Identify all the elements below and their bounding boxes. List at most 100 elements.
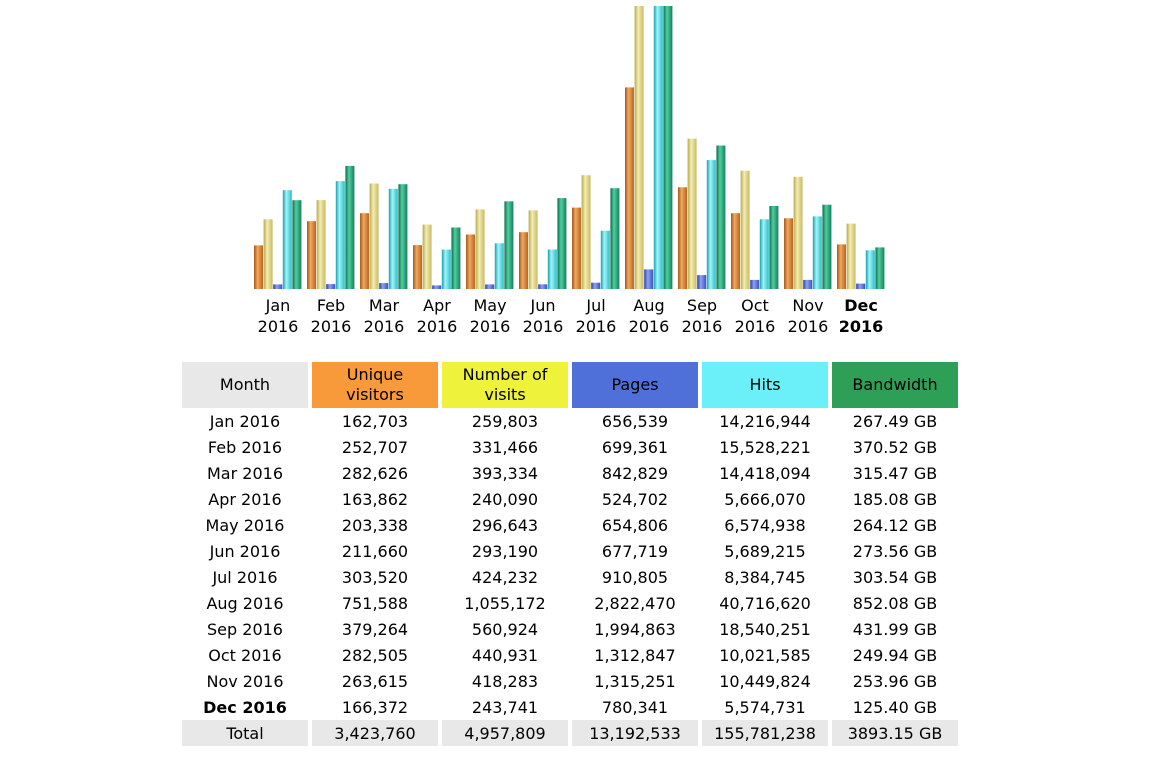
x-tick-month: Nov [792,296,823,315]
cell-bandwidth: 125.40 GB [852,697,938,717]
table-row: Jan 2016 162,703 259,803 656,539 14,216,944 2… [182,408,958,434]
cell-month: Aug 2016 [206,593,284,613]
bar-pages-jun [538,284,548,289]
cell-unique-visitors: 203,338 [341,515,409,535]
bar-unique-visitors-aug [625,87,634,290]
bar-pages-jul [591,282,601,289]
bar-unique-visitors-apr [413,245,422,289]
bar-bandwidth-apr [451,227,461,289]
header-number-of-visits-line1: Number of [462,365,548,384]
table-row: Dec 2016 166,372 243,741 780,341 5,574,731 12… [182,694,958,720]
header-unique-visitors-line1: Unique [346,365,404,384]
x-tick-year: 2016 [576,317,617,336]
bar-hits-feb [335,181,345,289]
cell-visits: 418,283 [471,671,539,691]
cell-visits: 1,055,172 [464,593,546,613]
cell-pages: 654,806 [601,515,669,535]
x-tick-month: Mar [369,296,400,315]
cell-visits: 393,334 [471,463,539,483]
bar-number-of-visits-jan [263,219,273,289]
header-hits: Hits [702,362,828,408]
bar-unique-visitors-feb [307,221,316,289]
bar-number-of-visits-oct [740,170,750,289]
bar-pages-feb [326,284,336,289]
header-number-of-visits-line2: visits [484,385,526,404]
bar-pages-nov [803,279,813,289]
cell-hits: 40,716,620 [719,593,811,613]
x-tick-year: 2016 [311,317,352,336]
bar-bandwidth-sep [716,145,726,289]
cell-unique-visitors: 163,862 [341,489,409,509]
bar-bandwidth-nov [822,204,832,289]
cell-unique-visitors: 282,626 [341,463,409,483]
bar-unique-visitors-mar [360,213,369,289]
bars-group [254,6,885,290]
cell-pages: 2,822,470 [594,593,676,613]
bar-number-of-visits-may [475,209,485,289]
cell-pages: 1,312,847 [594,645,676,665]
cell-hits: 15,528,221 [719,437,811,457]
bar-unique-visitors-jan [254,245,263,289]
cell-month: Jan 2016 [209,411,281,431]
cell-pages: 1,315,251 [594,671,676,691]
table-row: Feb 2016 252,707 331,466 699,361 15,528,221 3… [182,434,958,460]
cell-hits: 8,384,745 [724,567,806,587]
cell-hits: 10,449,824 [719,671,811,691]
bar-hits-oct [759,219,769,289]
x-tick-month: Feb [317,296,345,315]
cell-pages: 524,702 [601,489,669,509]
bar-pages-aug [644,269,654,289]
cell-unique-visitors: 282,505 [341,645,409,665]
bar-hits-jan [282,190,292,289]
cell-bandwidth: 852.08 GB [852,593,938,613]
cell-bandwidth: 315.47 GB [852,463,938,483]
cell-unique-visitors: 162,703 [341,411,409,431]
bar-number-of-visits-aug [634,6,644,289]
cell-unique-visitors: 166,372 [341,697,409,717]
bar-pages-mar [379,283,389,289]
monthly-bar-chart: Jan 2016 Feb 2016 Mar 2016 Apr 2016 May 2016 Jun 20… [254,6,885,336]
cell-pages: 780,341 [601,697,669,717]
bar-bandwidth-aug [663,6,673,289]
cell-visits: 331,466 [471,437,539,457]
x-tick-month: Jul [585,296,605,315]
cell-month: Feb 2016 [207,437,283,457]
table-row: Apr 2016 163,862 240,090 524,702 5,666,070 18… [182,486,958,512]
bar-bandwidth-feb [345,165,355,289]
cell-month: Sep 2016 [207,619,283,639]
cell-pages: 1,994,863 [594,619,676,639]
cell-hits: 14,216,944 [719,411,811,431]
bar-unique-visitors-oct [731,213,740,289]
header-unique-visitors: Unique visitors [312,362,438,408]
x-tick-year: 2016 [258,317,299,336]
cell-unique-visitors: 3,423,760 [312,720,438,746]
cell-visits: 240,090 [471,489,539,509]
cell-hits: 6,574,938 [724,515,806,535]
x-tick-year: 2016 [788,317,829,336]
x-tick-year: 2016 [364,317,405,336]
bar-pages-may [485,284,495,289]
table-row: Aug 2016 751,588 1,055,172 2,822,470 40,716,… [182,590,958,616]
bar-pages-sep [697,275,707,289]
bar-hits-nov [812,216,822,289]
bar-pages-jan [273,284,283,289]
cell-pages: 677,719 [601,541,669,561]
cell-bandwidth: 253.96 GB [852,671,938,691]
cell-month: Oct 2016 [208,645,282,665]
cell-hits: 5,666,070 [724,489,806,509]
header-month: Month [182,362,308,408]
cell-unique-visitors: 211,660 [341,541,409,561]
table-row: Oct 2016 282,505 440,931 1,312,847 10,021,58… [182,642,958,668]
cell-visits: 4,957,809 [442,720,568,746]
table-header-row: Month Unique visitors Number of visits Pag… [182,362,958,408]
cell-pages: 13,192,533 [572,720,698,746]
x-tick-month: Aug [633,296,664,315]
x-tick-year: 2016 [470,317,511,336]
cell-pages: 699,361 [601,437,669,457]
bar-hits-mar [388,188,398,289]
bar-unique-visitors-jun [519,232,528,289]
bar-hits-may [494,243,504,289]
cell-month: Apr 2016 [208,489,282,509]
x-tick-year: 2016 [682,317,723,336]
cell-month: Jun 2016 [209,541,281,561]
